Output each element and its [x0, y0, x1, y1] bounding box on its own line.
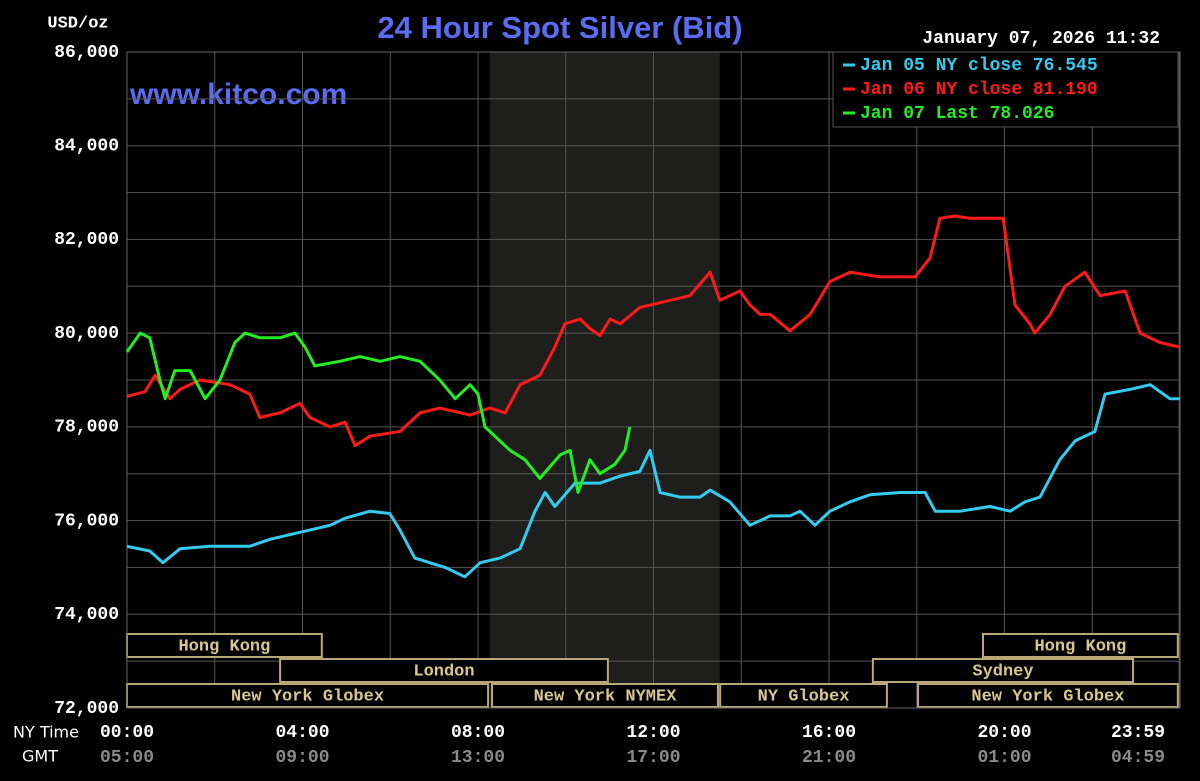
legend-label: Jan 05 NY close 76.545 — [860, 56, 1098, 76]
y-tick-label: 72,000 — [54, 699, 119, 719]
session-label: London — [413, 662, 474, 681]
y-tick-label: 78,000 — [54, 418, 119, 438]
x2-tick-label: 05:00 — [100, 748, 154, 768]
session-label: NY Globex — [758, 687, 850, 706]
session-label: Hong Kong — [1034, 637, 1126, 656]
x2-tick-label: 09:00 — [275, 748, 329, 768]
session-label: New York Globex — [231, 687, 384, 706]
x-tick-label: 00:00 — [100, 723, 154, 743]
y-tick-label: 84,000 — [54, 136, 119, 156]
session-box — [917, 683, 1179, 708]
session-box — [491, 683, 719, 708]
session-label: Sydney — [972, 662, 1033, 681]
timestamp: January 07, 2026 11:32 — [922, 29, 1160, 49]
session-label: New York NYMEX — [534, 687, 678, 706]
x-tick-label: 16:00 — [802, 723, 856, 743]
series-line — [126, 383, 1180, 579]
y-tick-label: 82,000 — [54, 230, 119, 250]
y-tick-label: 76,000 — [54, 511, 119, 531]
session-label: New York Globex — [971, 687, 1124, 706]
x2-axis-label: GMT — [22, 747, 58, 766]
x2-tick-label: 13:00 — [451, 748, 505, 768]
x-tick-label: 12:00 — [626, 723, 680, 743]
legend-label: Jan 07 Last 78.026 — [860, 104, 1054, 124]
legend-label: Jan 06 NY close 81.190 — [860, 80, 1098, 100]
y-tick-label: 80,000 — [54, 324, 119, 344]
watermark: www.kitco.com — [129, 78, 347, 111]
y-axis-label: USD/oz — [47, 14, 108, 33]
session-box — [279, 658, 609, 683]
plot-frame — [126, 51, 1181, 709]
x-tick-label: 08:00 — [451, 723, 505, 743]
y-tick-label: 86,000 — [54, 43, 119, 63]
session-box — [719, 683, 888, 708]
x-tick-label: 23:59 — [1111, 723, 1165, 743]
x-tick-label: 20:00 — [977, 723, 1031, 743]
session-box — [982, 633, 1179, 658]
session-label: Hong Kong — [178, 637, 270, 656]
y-tick-label: 74,000 — [54, 605, 119, 625]
legend-box — [832, 51, 1179, 128]
x-tick-label: 04:00 — [275, 723, 329, 743]
x2-tick-label: 01:00 — [977, 748, 1031, 768]
x-axis-label: NY Time — [13, 723, 79, 742]
session-box — [871, 658, 1135, 683]
chart-title: 24 Hour Spot Silver (Bid) — [377, 10, 742, 45]
x2-tick-label: 21:00 — [802, 748, 856, 768]
series-line — [126, 214, 1181, 448]
x2-tick-label: 17:00 — [626, 748, 680, 768]
series-line — [125, 331, 632, 494]
x2-tick-label: 04:59 — [1111, 748, 1165, 768]
